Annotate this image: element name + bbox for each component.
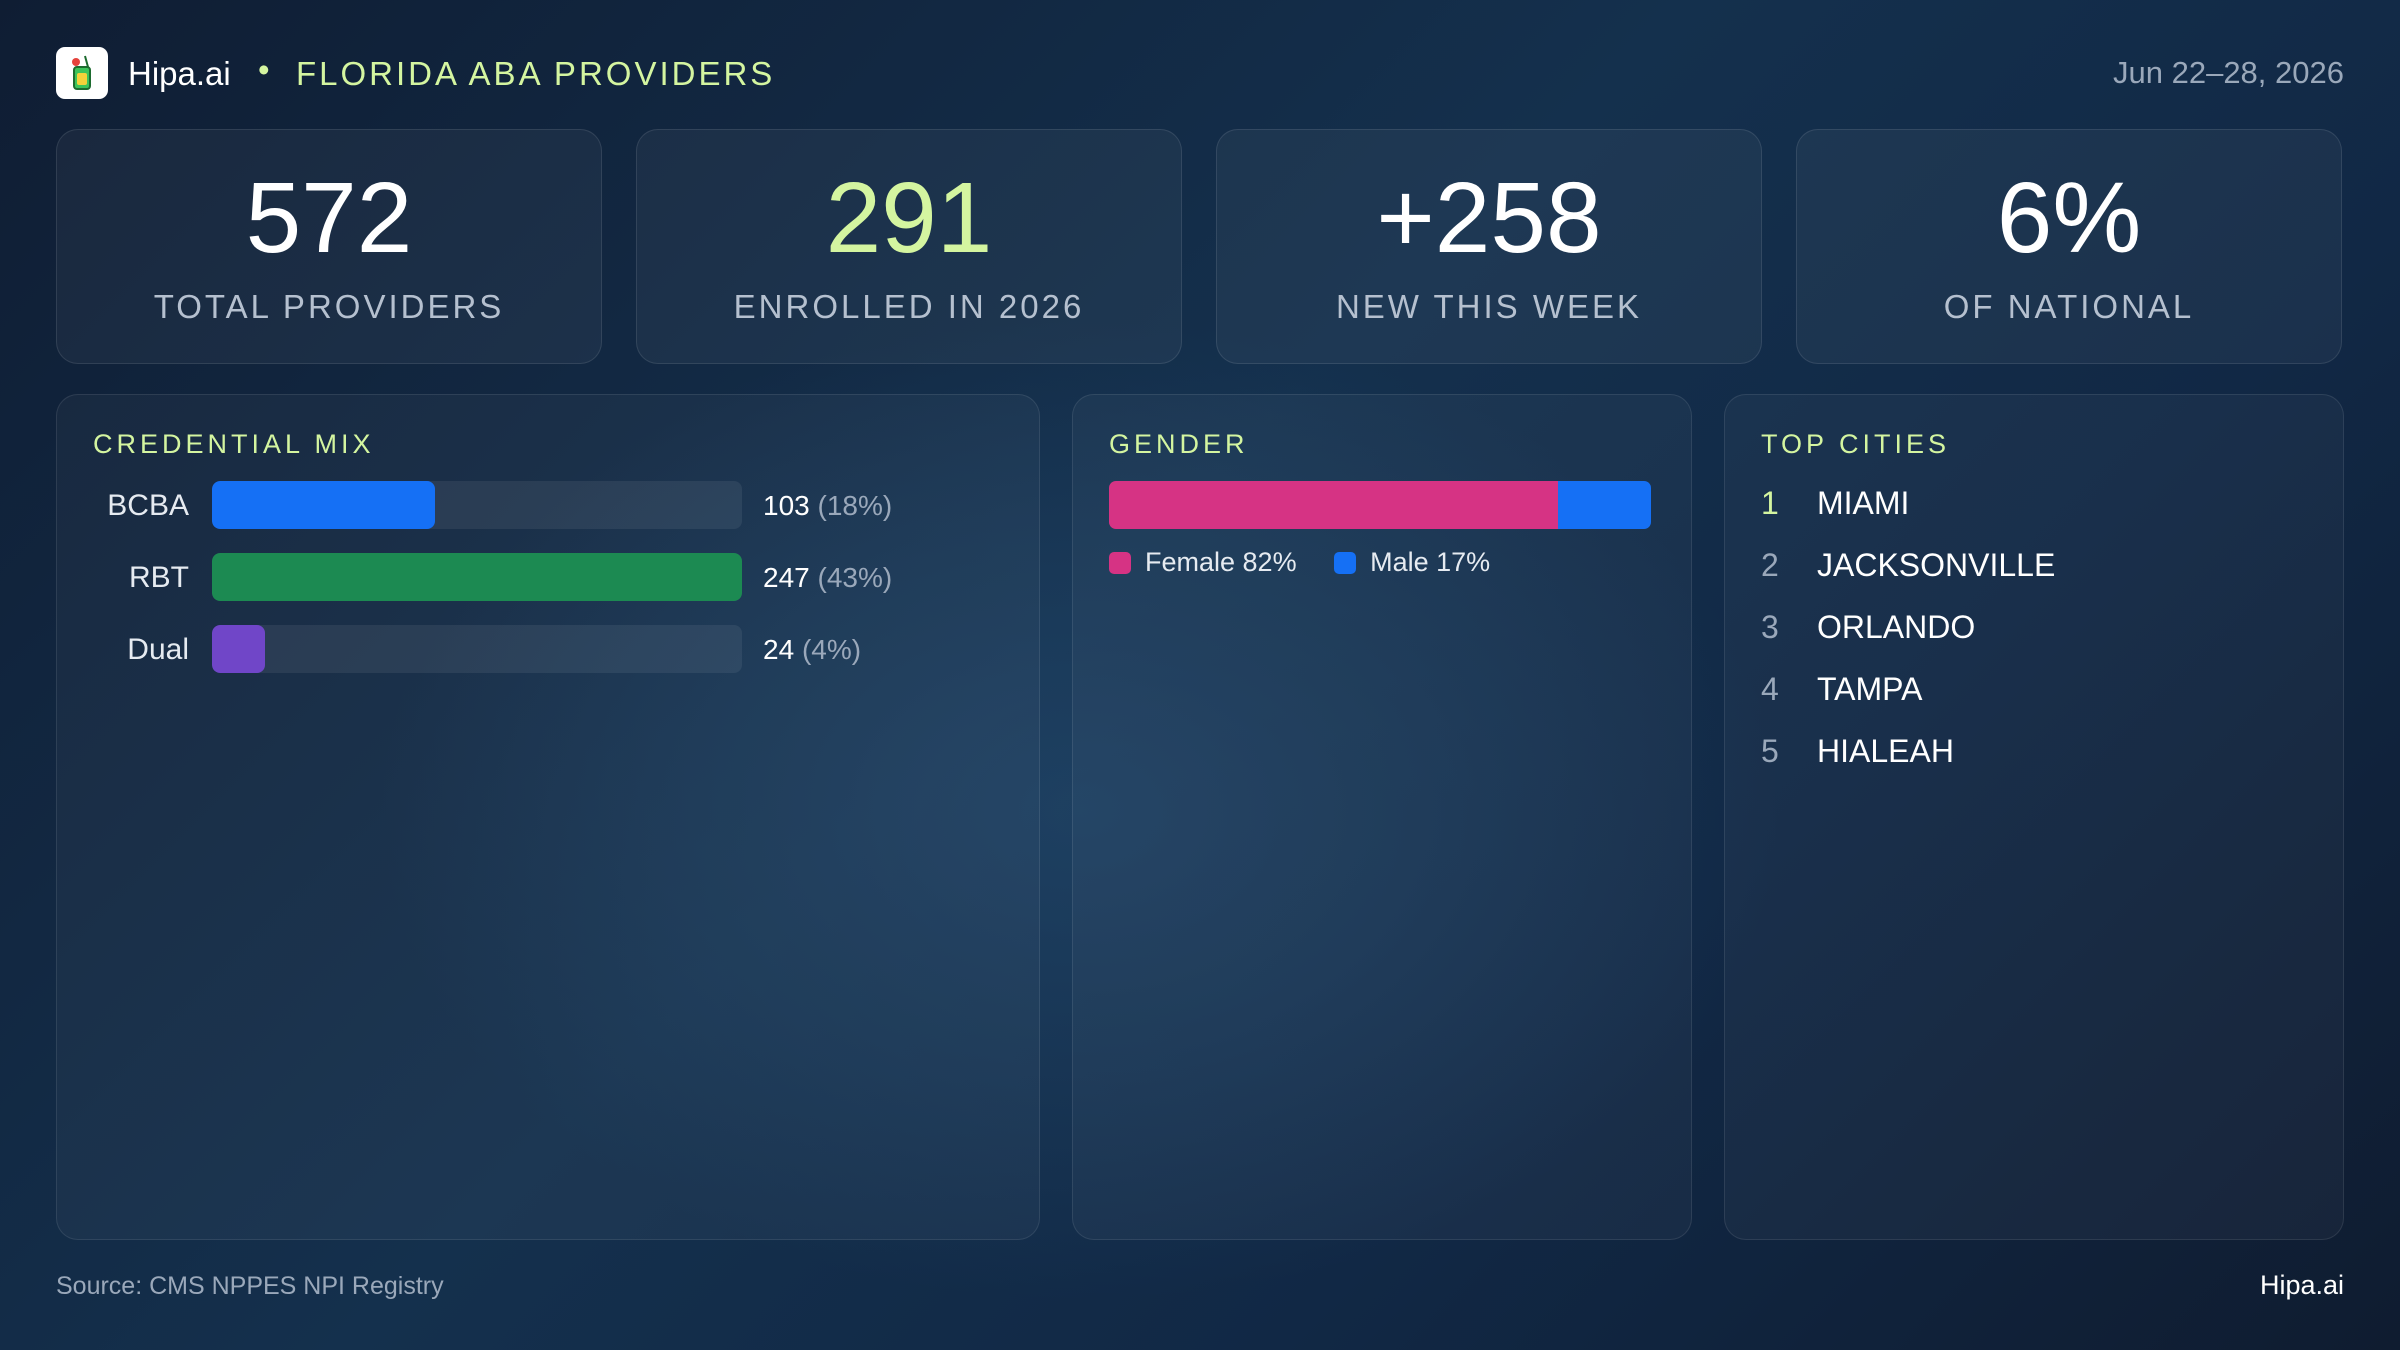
kpi-label: OF NATIONAL bbox=[1943, 288, 2195, 325]
credential-row-bcba: BCBA 103 (18%) bbox=[57, 481, 1039, 531]
credential-mix-panel: CREDENTIAL MIX BCBA 103 (18%) RBT 247 (4… bbox=[56, 394, 1040, 1240]
source-note: Source: CMS NPPES NPI Registry bbox=[56, 1272, 444, 1300]
kpi-label: ENROLLED IN 2026 bbox=[733, 288, 1085, 325]
city-name: HIALEAH bbox=[1817, 733, 1954, 769]
city-name: TAMPA bbox=[1817, 671, 1923, 707]
kpi-label: NEW THIS WEEK bbox=[1335, 288, 1643, 325]
bar-value: 24 (4%) bbox=[763, 634, 862, 665]
top-cities-panel: TOP CITIES 1 MIAMI 2 JACKSONVILLE 3 ORLA… bbox=[1724, 394, 2344, 1240]
city-rank: 1 bbox=[1761, 485, 1779, 521]
bar-track bbox=[212, 481, 742, 529]
bar-fill bbox=[212, 553, 742, 601]
brand-name: Hipa.ai bbox=[128, 55, 231, 92]
city-rank: 4 bbox=[1761, 671, 1779, 707]
legend-swatch-female bbox=[1109, 551, 1131, 574]
bar-label: Dual bbox=[127, 633, 189, 666]
city-rank: 2 bbox=[1761, 547, 1779, 583]
footer-brand: Hipa.ai bbox=[2259, 1270, 2344, 1300]
credential-row-dual: Dual 24 (4%) bbox=[57, 625, 1039, 675]
header: Hipa.ai • FLORIDA ABA PROVIDERS Jun 22–2… bbox=[56, 47, 2344, 99]
date-range: Jun 22–28, 2026 bbox=[2113, 55, 2344, 90]
legend-item-male: Male 17% bbox=[1334, 547, 1490, 578]
kpi-card-enrolled: 291 ENROLLED IN 2026 bbox=[636, 129, 1182, 364]
bar-label: RBT bbox=[129, 561, 189, 594]
panel-title: GENDER bbox=[1109, 429, 1249, 459]
legend-swatch-male bbox=[1334, 551, 1357, 574]
city-name: MIAMI bbox=[1817, 485, 1910, 521]
gender-stacked-bar bbox=[1109, 481, 1651, 529]
kpi-value: 6% bbox=[1996, 162, 2142, 274]
city-name: JACKSONVILLE bbox=[1817, 547, 2056, 583]
city-rank: 5 bbox=[1761, 733, 1779, 769]
gender-segment-female bbox=[1109, 481, 1558, 529]
bar-fill bbox=[212, 481, 435, 529]
bar-track bbox=[212, 553, 742, 601]
gender-panel: GENDER Female 82% Male 17% bbox=[1072, 394, 1692, 1240]
kpi-value: 572 bbox=[245, 162, 413, 274]
gender-legend: Female 82% Male 17% bbox=[1109, 547, 1520, 581]
bar-fill bbox=[212, 625, 265, 673]
credential-row-rbt: RBT 247 (43%) bbox=[57, 553, 1039, 603]
kpi-value: 291 bbox=[825, 162, 993, 274]
separator-dot: • bbox=[258, 51, 270, 88]
page-title: FLORIDA ABA PROVIDERS bbox=[296, 55, 776, 92]
kpi-card-total-providers: 572 TOTAL PROVIDERS bbox=[56, 129, 602, 364]
city-rank: 3 bbox=[1761, 609, 1779, 645]
bar-value: 247 (43%) bbox=[763, 562, 893, 593]
gender-segment-male bbox=[1557, 481, 1651, 529]
legend-item-female: Female 82% bbox=[1109, 547, 1297, 578]
bar-label: BCBA bbox=[107, 489, 189, 522]
city-name: ORLANDO bbox=[1817, 609, 1976, 645]
kpi-value: +258 bbox=[1376, 162, 1602, 274]
kpi-card-of-national: 6% OF NATIONAL bbox=[1796, 129, 2342, 364]
kpi-card-new-this-week: +258 NEW THIS WEEK bbox=[1216, 129, 1762, 364]
kpi-label: TOTAL PROVIDERS bbox=[153, 288, 505, 325]
bar-track bbox=[212, 625, 742, 673]
bar-value: 103 (18%) bbox=[763, 490, 893, 521]
panel-title: TOP CITIES bbox=[1761, 429, 1951, 459]
panel-title: CREDENTIAL MIX bbox=[93, 429, 375, 459]
logo-icon bbox=[56, 47, 108, 99]
